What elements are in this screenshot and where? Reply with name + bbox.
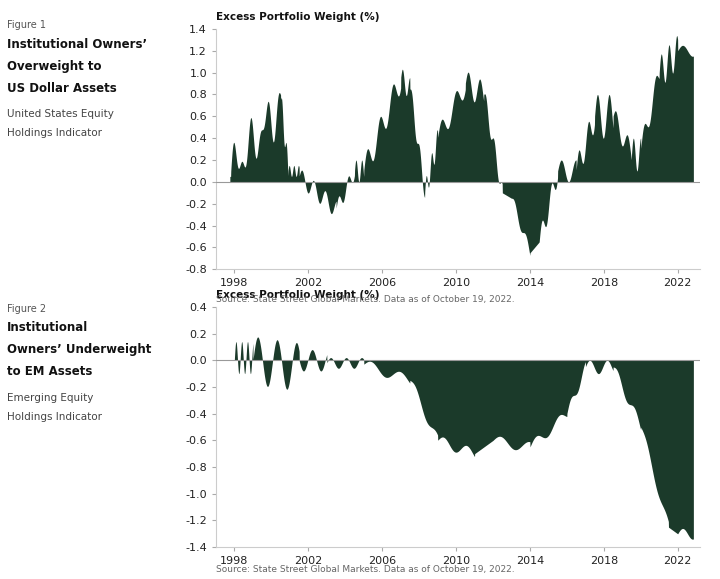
Text: Owners’ Underweight: Owners’ Underweight [7,343,152,356]
Text: US Dollar Assets: US Dollar Assets [7,82,117,94]
Text: Source: State Street Global Markets. Data as of October 19, 2022.: Source: State Street Global Markets. Dat… [216,565,515,574]
Text: Holdings Indicator: Holdings Indicator [7,128,102,138]
Text: Institutional: Institutional [7,321,89,334]
Text: Emerging Equity: Emerging Equity [7,393,94,403]
Text: United States Equity: United States Equity [7,109,114,119]
Text: Source: State Street Global Markets. Data as of October 19, 2022.: Source: State Street Global Markets. Dat… [216,295,515,305]
Text: Excess Portfolio Weight (%): Excess Portfolio Weight (%) [216,12,379,22]
Text: Figure 2: Figure 2 [7,304,46,314]
Text: to EM Assets: to EM Assets [7,365,93,378]
Text: Holdings Indicator: Holdings Indicator [7,412,102,422]
Text: Institutional Owners’: Institutional Owners’ [7,38,148,50]
Text: Overweight to: Overweight to [7,60,102,72]
Text: Figure 1: Figure 1 [7,20,46,30]
Text: Excess Portfolio Weight (%): Excess Portfolio Weight (%) [216,290,379,300]
